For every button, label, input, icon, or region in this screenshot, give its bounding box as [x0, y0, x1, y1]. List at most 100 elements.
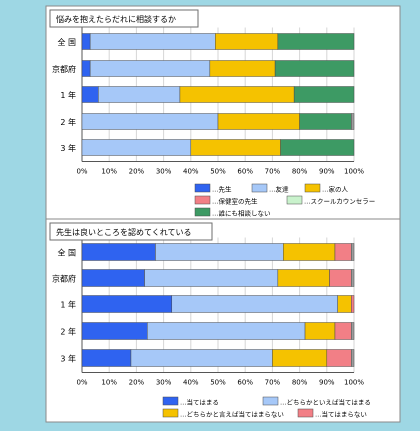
bar-segment: [215, 33, 279, 50]
legend-swatch: [304, 183, 321, 193]
legend-label: …スクールカウンセラー: [304, 198, 375, 206]
x-tick-label: 50%: [210, 379, 226, 387]
legend-label: …先生: [212, 185, 232, 194]
bar-segment: [89, 60, 211, 77]
bar-segment: [334, 243, 352, 261]
bar-segment: [329, 269, 352, 287]
bar-segment: [81, 269, 145, 287]
legend-label: …家の人: [322, 185, 349, 194]
category-label: 1 年: [60, 300, 76, 310]
x-tick-label: 70%: [265, 168, 281, 176]
x-tick-label: 30%: [156, 168, 172, 176]
x-tick-label: 0%: [76, 379, 87, 387]
bar-segment: [326, 349, 352, 367]
bar-segment: [304, 322, 336, 340]
bar-segment: [147, 322, 306, 340]
bar-segment: [299, 113, 352, 130]
x-tick-label: 100%: [344, 168, 364, 176]
x-tick-label: 10%: [101, 168, 117, 176]
bar-segment: [144, 269, 279, 287]
chart-title: 先生は良いところを認めてくれている: [56, 227, 192, 237]
bar-segment: [81, 86, 99, 103]
x-tick-label: 40%: [183, 168, 199, 176]
bar-segment: [98, 86, 181, 103]
x-tick-label: 80%: [292, 379, 308, 387]
legend-swatch: [262, 396, 279, 406]
category-label: 2 年: [60, 327, 76, 337]
x-tick-label: 40%: [183, 379, 199, 387]
bar-segment: [81, 33, 91, 50]
legend-swatch: [194, 183, 211, 193]
category-label: 3 年: [60, 354, 76, 364]
bar-segment: [334, 322, 352, 340]
x-tick-label: 10%: [101, 379, 117, 387]
bar-segment: [272, 349, 328, 367]
bar-segment: [81, 60, 91, 77]
bar-segment: [81, 139, 192, 156]
legend-label: …友達: [269, 185, 289, 194]
x-tick-label: 30%: [156, 379, 172, 387]
legend-label: …誰にも相談しない: [212, 209, 271, 218]
bar-segment: [351, 295, 355, 313]
bar-segment: [277, 33, 355, 50]
bar-segment: [81, 295, 173, 313]
x-tick-label: 100%: [344, 379, 364, 387]
legend-label: …保健室の先生: [212, 197, 258, 206]
category-label: 京都府: [52, 274, 76, 284]
bar-segment: [171, 295, 338, 313]
bar-remainder: [351, 113, 355, 130]
bar-segment: [280, 139, 355, 156]
legend-label: …当てはまらない: [315, 410, 367, 419]
x-tick-label: 80%: [292, 168, 308, 176]
legend-label: …当てはまる: [180, 398, 219, 407]
bar-segment: [81, 243, 156, 261]
bar-remainder: [351, 349, 355, 367]
x-tick-label: 60%: [237, 379, 253, 387]
category-label: 1 年: [60, 90, 76, 100]
legend-swatch: [297, 408, 314, 418]
category-label: 全 国: [57, 248, 76, 258]
legend-swatch: [194, 195, 211, 205]
bar-segment: [89, 33, 216, 50]
legend-label: …どちらかと言えば当てはまらない: [180, 410, 284, 419]
x-tick-label: 20%: [129, 379, 145, 387]
chart-title-box: [49, 9, 199, 28]
bar-segment: [190, 139, 281, 156]
category-label: 全 国: [57, 37, 76, 47]
bar-segment: [179, 86, 295, 103]
bar-remainder: [351, 322, 355, 340]
legend-swatch: [162, 396, 179, 406]
category-label: 3 年: [60, 143, 76, 153]
legend-swatch: [162, 408, 179, 418]
bar-segment: [293, 86, 355, 103]
bar-segment: [81, 349, 132, 367]
bar-segment: [217, 113, 300, 130]
category-label: 京都府: [52, 64, 76, 74]
legend-label: …どちらかといえば当てはまる: [280, 398, 371, 407]
bar-segment: [81, 113, 219, 130]
legend-swatch: [194, 207, 211, 217]
bar-segment: [155, 243, 284, 261]
bar-segment: [130, 349, 273, 367]
bar-segment: [81, 322, 148, 340]
chart-title: 悩みを抱えたらだれに相談するか: [56, 14, 176, 24]
x-tick-label: 90%: [319, 379, 335, 387]
x-tick-label: 50%: [210, 168, 226, 176]
chart-title-box: [49, 222, 213, 241]
category-label: 2 年: [60, 117, 76, 127]
legend-swatch: [286, 195, 303, 205]
x-tick-label: 70%: [265, 379, 281, 387]
bar-remainder: [351, 269, 355, 287]
x-tick-label: 0%: [76, 168, 87, 176]
legend-swatch: [251, 183, 268, 193]
x-tick-label: 20%: [129, 168, 145, 176]
bar-segment: [277, 269, 330, 287]
bar-remainder: [351, 243, 355, 261]
x-tick-label: 60%: [237, 168, 253, 176]
x-tick-label: 90%: [319, 168, 335, 176]
bar-segment: [283, 243, 336, 261]
bar-segment: [337, 295, 352, 313]
